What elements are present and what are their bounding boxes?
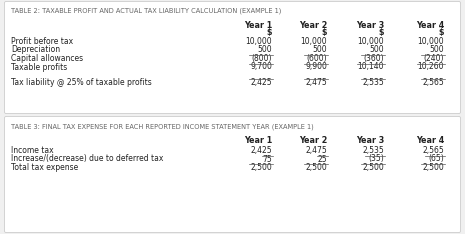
- Text: Profit before tax: Profit before tax: [11, 37, 73, 46]
- Text: 2,500: 2,500: [422, 163, 444, 172]
- Text: 500: 500: [369, 45, 384, 55]
- Text: 2,500: 2,500: [250, 163, 272, 172]
- Text: Year 4: Year 4: [416, 136, 444, 145]
- Text: Increase/(decrease) due to deferred tax: Increase/(decrease) due to deferred tax: [11, 154, 163, 164]
- Text: 2,425: 2,425: [250, 78, 272, 87]
- Text: 10,260: 10,260: [418, 62, 444, 72]
- Text: 2,425: 2,425: [250, 146, 272, 155]
- Text: 500: 500: [257, 45, 272, 55]
- Text: 75: 75: [262, 154, 272, 164]
- Text: Taxable profits: Taxable profits: [11, 62, 67, 72]
- Text: 2,565: 2,565: [422, 78, 444, 87]
- Text: 9,700: 9,700: [250, 62, 272, 72]
- Text: 2,565: 2,565: [422, 146, 444, 155]
- Text: 10,000: 10,000: [246, 37, 272, 46]
- Text: Depreciation: Depreciation: [11, 45, 60, 55]
- Text: (800): (800): [252, 54, 272, 63]
- Text: (35): (35): [368, 154, 384, 164]
- Text: 2,535: 2,535: [362, 146, 384, 155]
- Text: $: $: [266, 28, 272, 37]
- Text: (360): (360): [363, 54, 384, 63]
- Text: 9,900: 9,900: [305, 62, 327, 72]
- Text: 500: 500: [429, 45, 444, 55]
- Text: 25: 25: [318, 154, 327, 164]
- Text: Tax liability @ 25% of taxable profits: Tax liability @ 25% of taxable profits: [11, 78, 152, 87]
- Text: Year 2: Year 2: [299, 21, 327, 30]
- Text: (600): (600): [306, 54, 327, 63]
- Text: (240): (240): [424, 54, 444, 63]
- Text: $: $: [438, 28, 444, 37]
- Text: 2,500: 2,500: [362, 163, 384, 172]
- Text: 2,475: 2,475: [305, 146, 327, 155]
- Text: 10,000: 10,000: [418, 37, 444, 46]
- Text: Total tax expense: Total tax expense: [11, 163, 78, 172]
- Text: $: $: [379, 28, 384, 37]
- Text: Year 1: Year 1: [244, 136, 272, 145]
- FancyBboxPatch shape: [5, 117, 460, 233]
- Text: Year 1: Year 1: [244, 21, 272, 30]
- FancyBboxPatch shape: [5, 1, 460, 113]
- Text: 2,500: 2,500: [305, 163, 327, 172]
- Text: Year 3: Year 3: [356, 21, 384, 30]
- Text: $: $: [321, 28, 327, 37]
- Text: Income tax: Income tax: [11, 146, 53, 155]
- Text: Year 4: Year 4: [416, 21, 444, 30]
- Text: (65): (65): [428, 154, 444, 164]
- Text: Year 2: Year 2: [299, 136, 327, 145]
- Text: TABLE 3: FINAL TAX EXPENSE FOR EACH REPORTED INCOME STATEMENT YEAR (EXAMPLE 1): TABLE 3: FINAL TAX EXPENSE FOR EACH REPO…: [11, 123, 314, 129]
- Text: Year 3: Year 3: [356, 136, 384, 145]
- Text: 10,000: 10,000: [300, 37, 327, 46]
- Text: TABLE 2: TAXABLE PROFIT AND ACTUAL TAX LIABILITY CALCULATION (EXAMPLE 1): TABLE 2: TAXABLE PROFIT AND ACTUAL TAX L…: [11, 8, 281, 15]
- Text: 500: 500: [312, 45, 327, 55]
- Text: Capital allowances: Capital allowances: [11, 54, 83, 63]
- Text: 10,000: 10,000: [358, 37, 384, 46]
- Text: 2,475: 2,475: [305, 78, 327, 87]
- Text: 10,140: 10,140: [358, 62, 384, 72]
- Text: 2,535: 2,535: [362, 78, 384, 87]
